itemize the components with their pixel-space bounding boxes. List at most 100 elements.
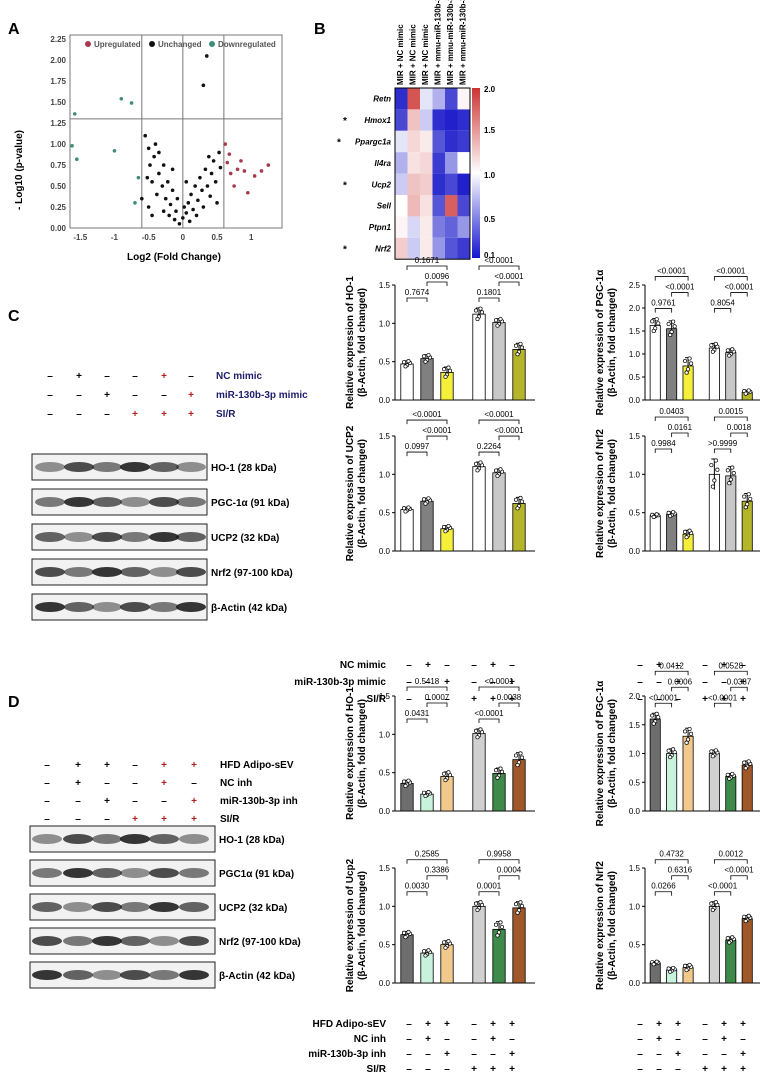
heatmap-cell xyxy=(420,173,433,195)
blot-band xyxy=(176,602,206,612)
condition-sign: + xyxy=(490,1019,496,1030)
bar xyxy=(741,918,753,984)
blot-band xyxy=(179,936,209,946)
condition-sign: – xyxy=(406,1064,412,1075)
data-point xyxy=(513,753,519,758)
condition-sign: + xyxy=(490,660,496,671)
bar-chart-5: Relative expression of HO-1 (β-Actin, fol… xyxy=(345,677,535,820)
significance-bracket xyxy=(406,686,448,691)
chart-ylabel: Relative expression of Nrf2 xyxy=(595,429,606,558)
heatmap-row-label: Il4ra xyxy=(375,159,392,168)
data-point xyxy=(473,461,479,466)
volcano-point xyxy=(239,159,243,163)
p-value-label: 0.1801 xyxy=(477,288,502,297)
volcano-point xyxy=(200,188,204,193)
volcano-point xyxy=(174,209,178,214)
blot-band xyxy=(176,497,206,507)
condition-sign: – xyxy=(406,694,412,705)
condition-sign: + xyxy=(656,1034,662,1045)
blot-band xyxy=(149,970,179,980)
bar xyxy=(472,733,486,812)
data-point xyxy=(423,953,428,958)
condition-sign: + xyxy=(444,677,450,688)
data-point xyxy=(495,473,500,478)
data-point xyxy=(515,352,520,357)
significance-bracket xyxy=(498,702,520,707)
heatmap-row-label: Sell xyxy=(377,202,392,211)
heatmap-star: * xyxy=(343,180,347,191)
bar-chart-6: Relative expression of PGC-1α (β-Actin, f… xyxy=(595,661,760,826)
heatmap-row-label: Nrf2 xyxy=(375,245,392,254)
data-point xyxy=(671,965,676,970)
blot-sign: + xyxy=(161,409,167,420)
volcano-point xyxy=(112,149,117,153)
volcano-point xyxy=(252,174,257,178)
chart-ytick: 0.0 xyxy=(379,807,391,816)
blot-band xyxy=(64,602,94,612)
blot-sign: + xyxy=(75,778,81,789)
data-point xyxy=(421,790,427,795)
bar xyxy=(512,503,526,552)
condition-sign: – xyxy=(425,1064,431,1075)
bar xyxy=(666,328,678,401)
data-point xyxy=(709,901,714,906)
significance-bracket xyxy=(426,281,448,286)
condition-sign: + xyxy=(509,677,515,688)
chart-ylabel: (β-Actin, fold changed) xyxy=(607,288,618,397)
p-value-label: 0.0004 xyxy=(497,866,522,875)
blot-sign: – xyxy=(132,390,138,401)
p-value-label: <0.0001 xyxy=(724,283,754,292)
p-value-label: 0.9761 xyxy=(651,299,676,308)
data-point xyxy=(446,523,451,529)
volcano-point xyxy=(146,146,151,151)
condition-sign: – xyxy=(444,1064,450,1075)
p-value-label: <0.0001 xyxy=(657,267,687,276)
legend-unchanged-label: Unchanged xyxy=(158,40,202,49)
chart-ytick: 0.0 xyxy=(629,396,641,405)
heatmap-cell xyxy=(445,195,458,217)
panel-label-d: D xyxy=(8,694,20,711)
condition-sign: – xyxy=(406,660,412,671)
data-point xyxy=(689,361,694,366)
chart-ytick: 0.5 xyxy=(379,941,391,950)
volcano-point xyxy=(235,167,240,172)
heatmap-cell xyxy=(407,216,420,238)
data-point xyxy=(743,919,748,924)
blot-band-label: HO-1 (28 kDa) xyxy=(211,463,277,474)
blot-band xyxy=(32,936,62,946)
condition-sign: – xyxy=(406,1049,412,1060)
data-point xyxy=(406,359,411,364)
condition-sign: + xyxy=(656,1019,662,1030)
data-point xyxy=(742,760,747,765)
chart-ytick: 1.0 xyxy=(629,750,641,759)
significance-bracket xyxy=(671,432,689,437)
volcano-point xyxy=(157,171,161,176)
condition-sign: – xyxy=(471,1049,477,1060)
blot-condition-label: NC mimic xyxy=(216,371,263,382)
volcano-xtick: 0 xyxy=(181,233,186,242)
data-point xyxy=(683,963,688,968)
volcano-point xyxy=(201,83,206,88)
data-point xyxy=(651,962,656,967)
heatmap-cell xyxy=(432,216,445,238)
data-point xyxy=(423,501,428,506)
bar xyxy=(649,325,661,401)
condition-sign: – xyxy=(702,1019,708,1030)
blot-band xyxy=(92,497,122,507)
blot-band xyxy=(63,868,93,878)
p-value-label: 0.0038 xyxy=(497,693,522,702)
data-point xyxy=(671,747,676,752)
condition-sign: + xyxy=(444,1049,450,1060)
condition-sign: + xyxy=(721,1034,727,1045)
data-point xyxy=(710,484,715,489)
blot-band xyxy=(92,970,122,980)
chart-ytick: 2.0 xyxy=(629,304,641,313)
western-blot-d: – + + – + + HFD Adipo-sEV – + – – + – NC inh – – + – – + miR… xyxy=(29,760,301,989)
p-value-label: 0.0030 xyxy=(405,882,430,891)
volcano-point xyxy=(157,150,161,155)
blot-sign: – xyxy=(132,796,138,807)
condition-sign: – xyxy=(406,677,412,688)
heatmap-cell xyxy=(432,130,445,153)
heatmap-scale-label: 1.0 xyxy=(484,171,496,180)
heatmap-cell xyxy=(395,237,408,260)
